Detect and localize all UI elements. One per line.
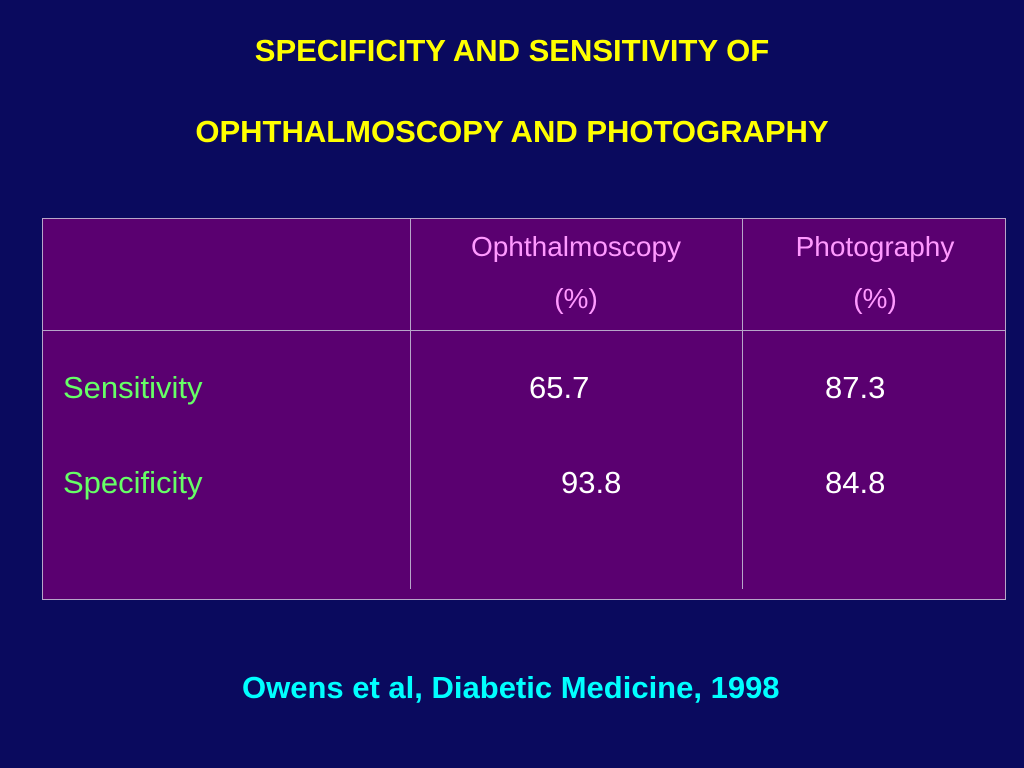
column-header-photography: Photography (%)	[743, 231, 1007, 315]
table-column-divider-2	[742, 219, 743, 589]
specificity-ophthalmoscopy-value: 93.8	[561, 465, 622, 500]
sensitivity-ophthalmoscopy-value: 65.7	[529, 370, 590, 405]
slide-title-line-2: OPHTHALMOSCOPY AND PHOTOGRAPHY	[195, 114, 829, 149]
column-header-name: Photography	[795, 231, 955, 262]
slide-title-line-1: SPECIFICITY AND SENSITIVITY OF	[254, 33, 770, 68]
citation: Owens et al, Diabetic Medicine, 1998	[242, 670, 780, 705]
table-column-divider-1	[410, 219, 411, 589]
sensitivity-photography-value: 87.3	[825, 370, 886, 405]
column-header-unit: (%)	[853, 283, 897, 314]
row-label-specificity: Specificity	[63, 465, 203, 500]
results-table: Ophthalmoscopy (%) Photography (%) Sensi…	[42, 218, 1006, 600]
row-label-sensitivity: Sensitivity	[63, 370, 203, 405]
column-header-unit: (%)	[554, 283, 598, 314]
specificity-photography-value: 84.8	[825, 465, 886, 500]
column-header-ophthalmoscopy: Ophthalmoscopy (%)	[411, 231, 741, 315]
column-header-name: Ophthalmoscopy	[470, 231, 682, 262]
table-header-divider	[43, 330, 1005, 331]
